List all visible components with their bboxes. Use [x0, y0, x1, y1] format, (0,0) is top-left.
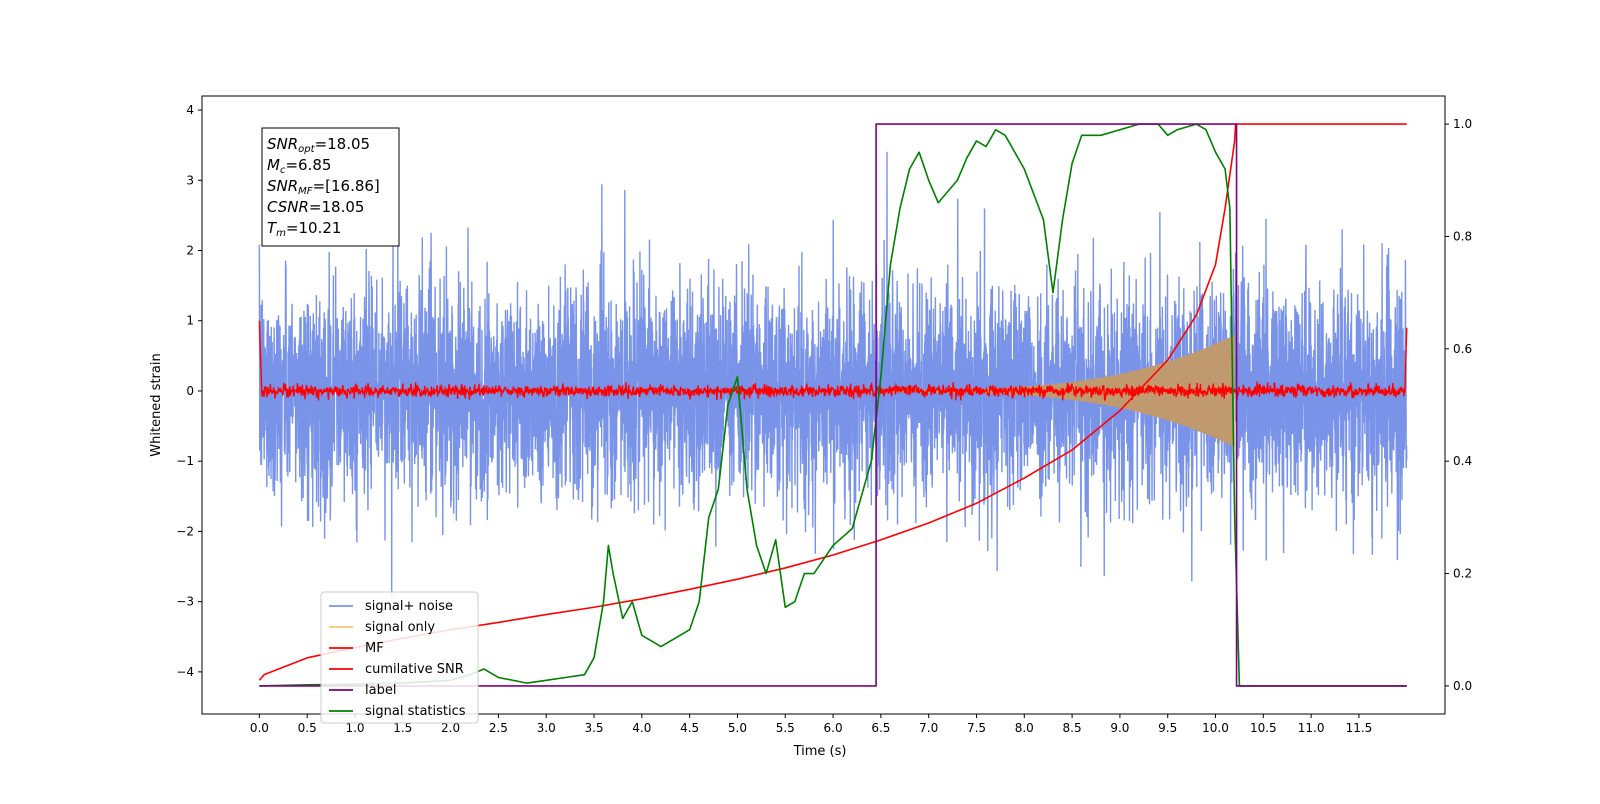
- x-tick-label: 11.5: [1346, 721, 1373, 735]
- y-right-tick-label: 1.0: [1453, 117, 1472, 131]
- legend-label: signal statistics: [365, 704, 466, 719]
- annotation-line: CSNR=18.05: [267, 198, 364, 216]
- legend-frame: [320, 591, 479, 724]
- x-tick-label: 11.0: [1298, 721, 1325, 735]
- legend: signal+ noise signal only MF cumilative SNR…: [320, 591, 479, 724]
- x-tick-label: 7.0: [919, 721, 938, 735]
- y-right-tick-label: 0.2: [1453, 567, 1472, 581]
- x-axis: 0.0 0.5 1.0 1.5 2.0 2.5 3.0 3.5 4.0 4.5 5.0 5.5 6.0 6…: [250, 714, 1372, 735]
- y-right-tick-label: 0.6: [1453, 342, 1472, 356]
- y-tick-label: 2: [186, 244, 194, 258]
- y-tick-label: 3: [186, 173, 194, 187]
- y-tick-label: 4: [186, 103, 194, 117]
- x-tick-label: 0.0: [250, 721, 269, 735]
- y-axis-left: −4 −3 −2 −1 0 1 2 3 4: [176, 103, 202, 679]
- y-tick-label: −4: [176, 665, 194, 679]
- x-tick-label: 5.5: [776, 721, 795, 735]
- annotation-line: SNRopt=18.05: [267, 135, 370, 155]
- annotation-line: SNRMF=[16.86]: [267, 177, 380, 197]
- y-right-tick-label: 0.8: [1453, 229, 1472, 243]
- x-tick-label: 6.0: [824, 721, 843, 735]
- legend-label: signal only: [365, 620, 435, 635]
- x-tick-label: 6.5: [871, 721, 890, 735]
- x-tick-label: 7.5: [967, 721, 986, 735]
- signal-statistics-line: [259, 123, 1407, 687]
- x-tick-label: 2.5: [489, 721, 508, 735]
- x-tick-label: 1.5: [393, 721, 412, 735]
- legend-label: signal+ noise: [365, 599, 453, 614]
- annotation-line: Tm=10.21: [267, 219, 341, 239]
- plot-frame: [201, 95, 1446, 715]
- y-tick-label: −3: [176, 595, 194, 609]
- x-tick-label: 3.0: [537, 721, 556, 735]
- x-tick-label: 10.0: [1202, 721, 1229, 735]
- x-tick-label: 2.0: [441, 721, 460, 735]
- x-tick-label: 5.0: [728, 721, 747, 735]
- annotation-frame: [261, 127, 400, 247]
- legend-label: cumilative SNR: [365, 662, 464, 677]
- annotation-line: Mc=6.85: [267, 156, 331, 176]
- annotation-box: SNRopt=18.05Mc=6.85SNRMF=[16.86]CSNR=18.…: [261, 127, 400, 247]
- x-tick-label: 8.0: [1015, 721, 1034, 735]
- legend-label: MF: [365, 641, 384, 656]
- y-axis-right: 0.0 0.2 0.4 0.6 0.8 1.0: [1445, 117, 1472, 693]
- label-line: [259, 123, 1407, 687]
- y-tick-label: 0: [186, 384, 194, 398]
- y-axis-label: Whitened strain: [149, 353, 164, 456]
- y-tick-label: 1: [186, 314, 194, 328]
- x-tick-label: 10.5: [1250, 721, 1277, 735]
- y-right-tick-label: 0.4: [1453, 454, 1472, 468]
- legend-label: label: [365, 683, 396, 698]
- x-tick-label: 8.5: [1063, 721, 1082, 735]
- x-tick-label: 1.0: [345, 721, 364, 735]
- y-tick-label: −1: [176, 454, 194, 468]
- x-tick-label: 0.5: [298, 721, 317, 735]
- x-tick-label: 4.5: [680, 721, 699, 735]
- x-tick-label: 9.5: [1158, 721, 1177, 735]
- x-tick-label: 4.0: [632, 721, 651, 735]
- y-tick-label: −2: [176, 524, 194, 538]
- x-tick-label: 3.5: [584, 721, 603, 735]
- x-tick-label: 9.0: [1110, 721, 1129, 735]
- y-right-tick-label: 0.0: [1453, 679, 1472, 693]
- mf-line: [258, 320, 1408, 402]
- x-axis-label: Time (s): [793, 744, 847, 759]
